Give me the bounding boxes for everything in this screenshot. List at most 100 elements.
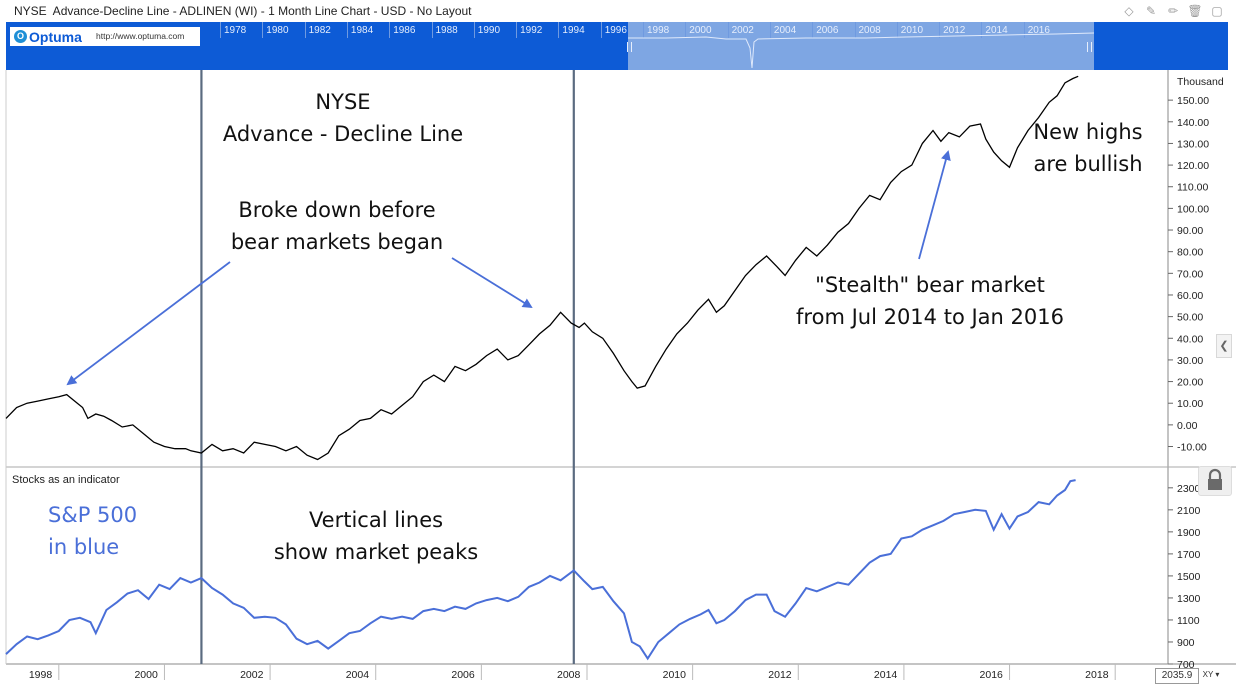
y-tick-label: 150.00 [1177,95,1209,107]
y-tick-label: 10.00 [1177,398,1203,410]
navigator-year-label: 1992 [520,25,543,36]
navigator-tick [981,22,983,38]
arrow-to-stealth-bear [918,150,951,260]
y-tick-label: 120.00 [1177,160,1209,172]
navigator-tick [939,22,941,38]
y-tick-label: 900 [1177,637,1195,649]
x-tick-label: 2004 [346,669,370,681]
navigator-year-label: 1982 [308,25,331,36]
y-tick-label: 60.00 [1177,290,1203,302]
y-tick-label: 110.00 [1177,182,1208,194]
navigator-tick [1023,22,1025,38]
navigator-tick [516,22,518,38]
y-tick-label: 1700 [1177,549,1201,561]
x-tick-label: 2010 [663,669,687,681]
annotation-vertical-lines: show market peaks [274,540,478,564]
annotation-vertical-lines: Vertical lines [309,508,443,532]
chart-area[interactable]: Thousand 150.00 140.00 130.00 120.00 110.00 10… [0,70,1236,691]
chart-title: NYSE [315,90,370,114]
navigator-year-label: 1994 [562,25,585,36]
x-tick-label: 2002 [240,669,264,681]
lower-pane-title: Stocks as an indicator [12,474,120,486]
y-tick-label: 2300 [1177,483,1201,495]
lock-icon[interactable] [1198,466,1232,496]
navigator-tick [220,22,221,38]
x-tick-label: 2014 [874,669,898,681]
navigator-year-label: 1986 [393,25,416,36]
navigator-year-label: 1988 [435,25,458,36]
navigator-tick [854,22,856,38]
xy-toggle[interactable]: XY ▾ [1202,670,1220,679]
y-tick-label: 100.00 [1177,203,1209,215]
navigator-year-label: 2012 [943,25,966,36]
y-tick-label: 1900 [1177,527,1201,539]
annotation-new-highs: New highs [1033,120,1142,144]
chart-title: Advance - Decline Line [223,122,463,146]
titlebar-icons: ◇ ✎ ✏ 🗑 ▢ [1120,2,1226,20]
navigator-year-label: 1980 [266,25,289,36]
navigator-right-handle[interactable] [1087,42,1092,52]
logo-text: Optuma [29,28,82,45]
navigator-year-label: 2010 [900,25,924,36]
diamond-icon[interactable]: ◇ [1124,4,1134,18]
navigator-year-label: 2016 [1027,25,1050,36]
navigator-left-handle[interactable] [627,42,632,52]
adline-series [5,75,1079,461]
trash-icon[interactable]: 🗑 [1187,4,1203,18]
navigator-preview-line [628,32,1095,69]
pencil-icon[interactable]: ✏ [1167,4,1179,18]
y-tick-label: 1500 [1177,571,1201,583]
y-tick-label: -10.00 [1177,442,1207,454]
navigator-tick [643,22,644,38]
window-title: NYSE Advance-Decline Line - ADLINEN (WI)… [14,4,472,18]
y-tick-label: 1300 [1177,593,1201,605]
maximize-icon[interactable]: ▢ [1211,4,1223,18]
y-tick-label: 90.00 [1177,225,1203,237]
pin-icon[interactable]: ✎ [1145,4,1157,18]
navigator-year-label: 2008 [858,25,881,36]
y-tick-label: 30.00 [1177,355,1203,367]
navigator-tick [727,22,729,38]
navigator-tick [389,22,391,38]
navigator-tick [431,22,433,38]
annotation-stealth: from Jul 2014 to Jan 2016 [796,305,1064,329]
annotation-stealth: "Stealth" bear market [815,273,1045,297]
window-titlebar: NYSE Advance-Decline Line - ADLINEN (WI)… [0,0,1236,22]
logo-mark-icon: O [14,30,27,43]
navigator-tick [262,22,264,38]
x-tick-label: 2012 [768,669,792,681]
navigator-tick [473,22,475,38]
navigator-year-label: 1996 [604,25,627,36]
expand-panel-icon[interactable]: ❮ [1216,334,1232,358]
y-axis-unit-label: Thousand [1177,76,1224,88]
y-tick-label: 2100 [1177,505,1201,517]
navigator-year-label: 2006 [816,25,839,36]
x-axis-end-label: 2035.9 [1155,668,1199,684]
date-navigator[interactable]: 1978 1980 1982 1984 1986 1988 1990 1992 1994 1996… [6,22,1228,70]
annotation-broke-down: Broke down before [238,198,435,222]
y-tick-label: 0.00 [1177,420,1198,432]
annotation-new-highs: are bullish [1033,152,1142,176]
y-tick-label: 130.00 [1177,138,1209,150]
navigator-selection[interactable] [628,22,1094,70]
navigator-year-label: 2002 [731,25,754,36]
arrow-to-2007-breakdown [451,257,533,309]
navigator-year-label: 2000 [689,25,712,36]
x-tick-label: 2016 [980,669,1004,681]
x-tick-label: 2000 [134,669,158,681]
website-url[interactable]: http://www.optuma.com [92,27,200,46]
x-tick-label: 1998 [29,669,53,681]
y-tick-label: 50.00 [1177,312,1203,324]
optuma-logo: O Optuma [10,27,92,46]
annotation-broke-down: bear markets began [231,230,443,254]
sp500-series [5,479,1076,661]
navigator-tick [346,22,348,38]
navigator-tick [304,22,306,38]
x-tick-label: 2008 [557,669,581,681]
annotation-sp500: in blue [48,535,119,559]
y-tick-label: 40.00 [1177,333,1203,345]
navigator-tick [685,22,687,38]
y-tick-label: 140.00 [1177,117,1209,129]
navigator-tick [896,22,898,38]
arrow-to-1998-breakdown [66,261,231,386]
